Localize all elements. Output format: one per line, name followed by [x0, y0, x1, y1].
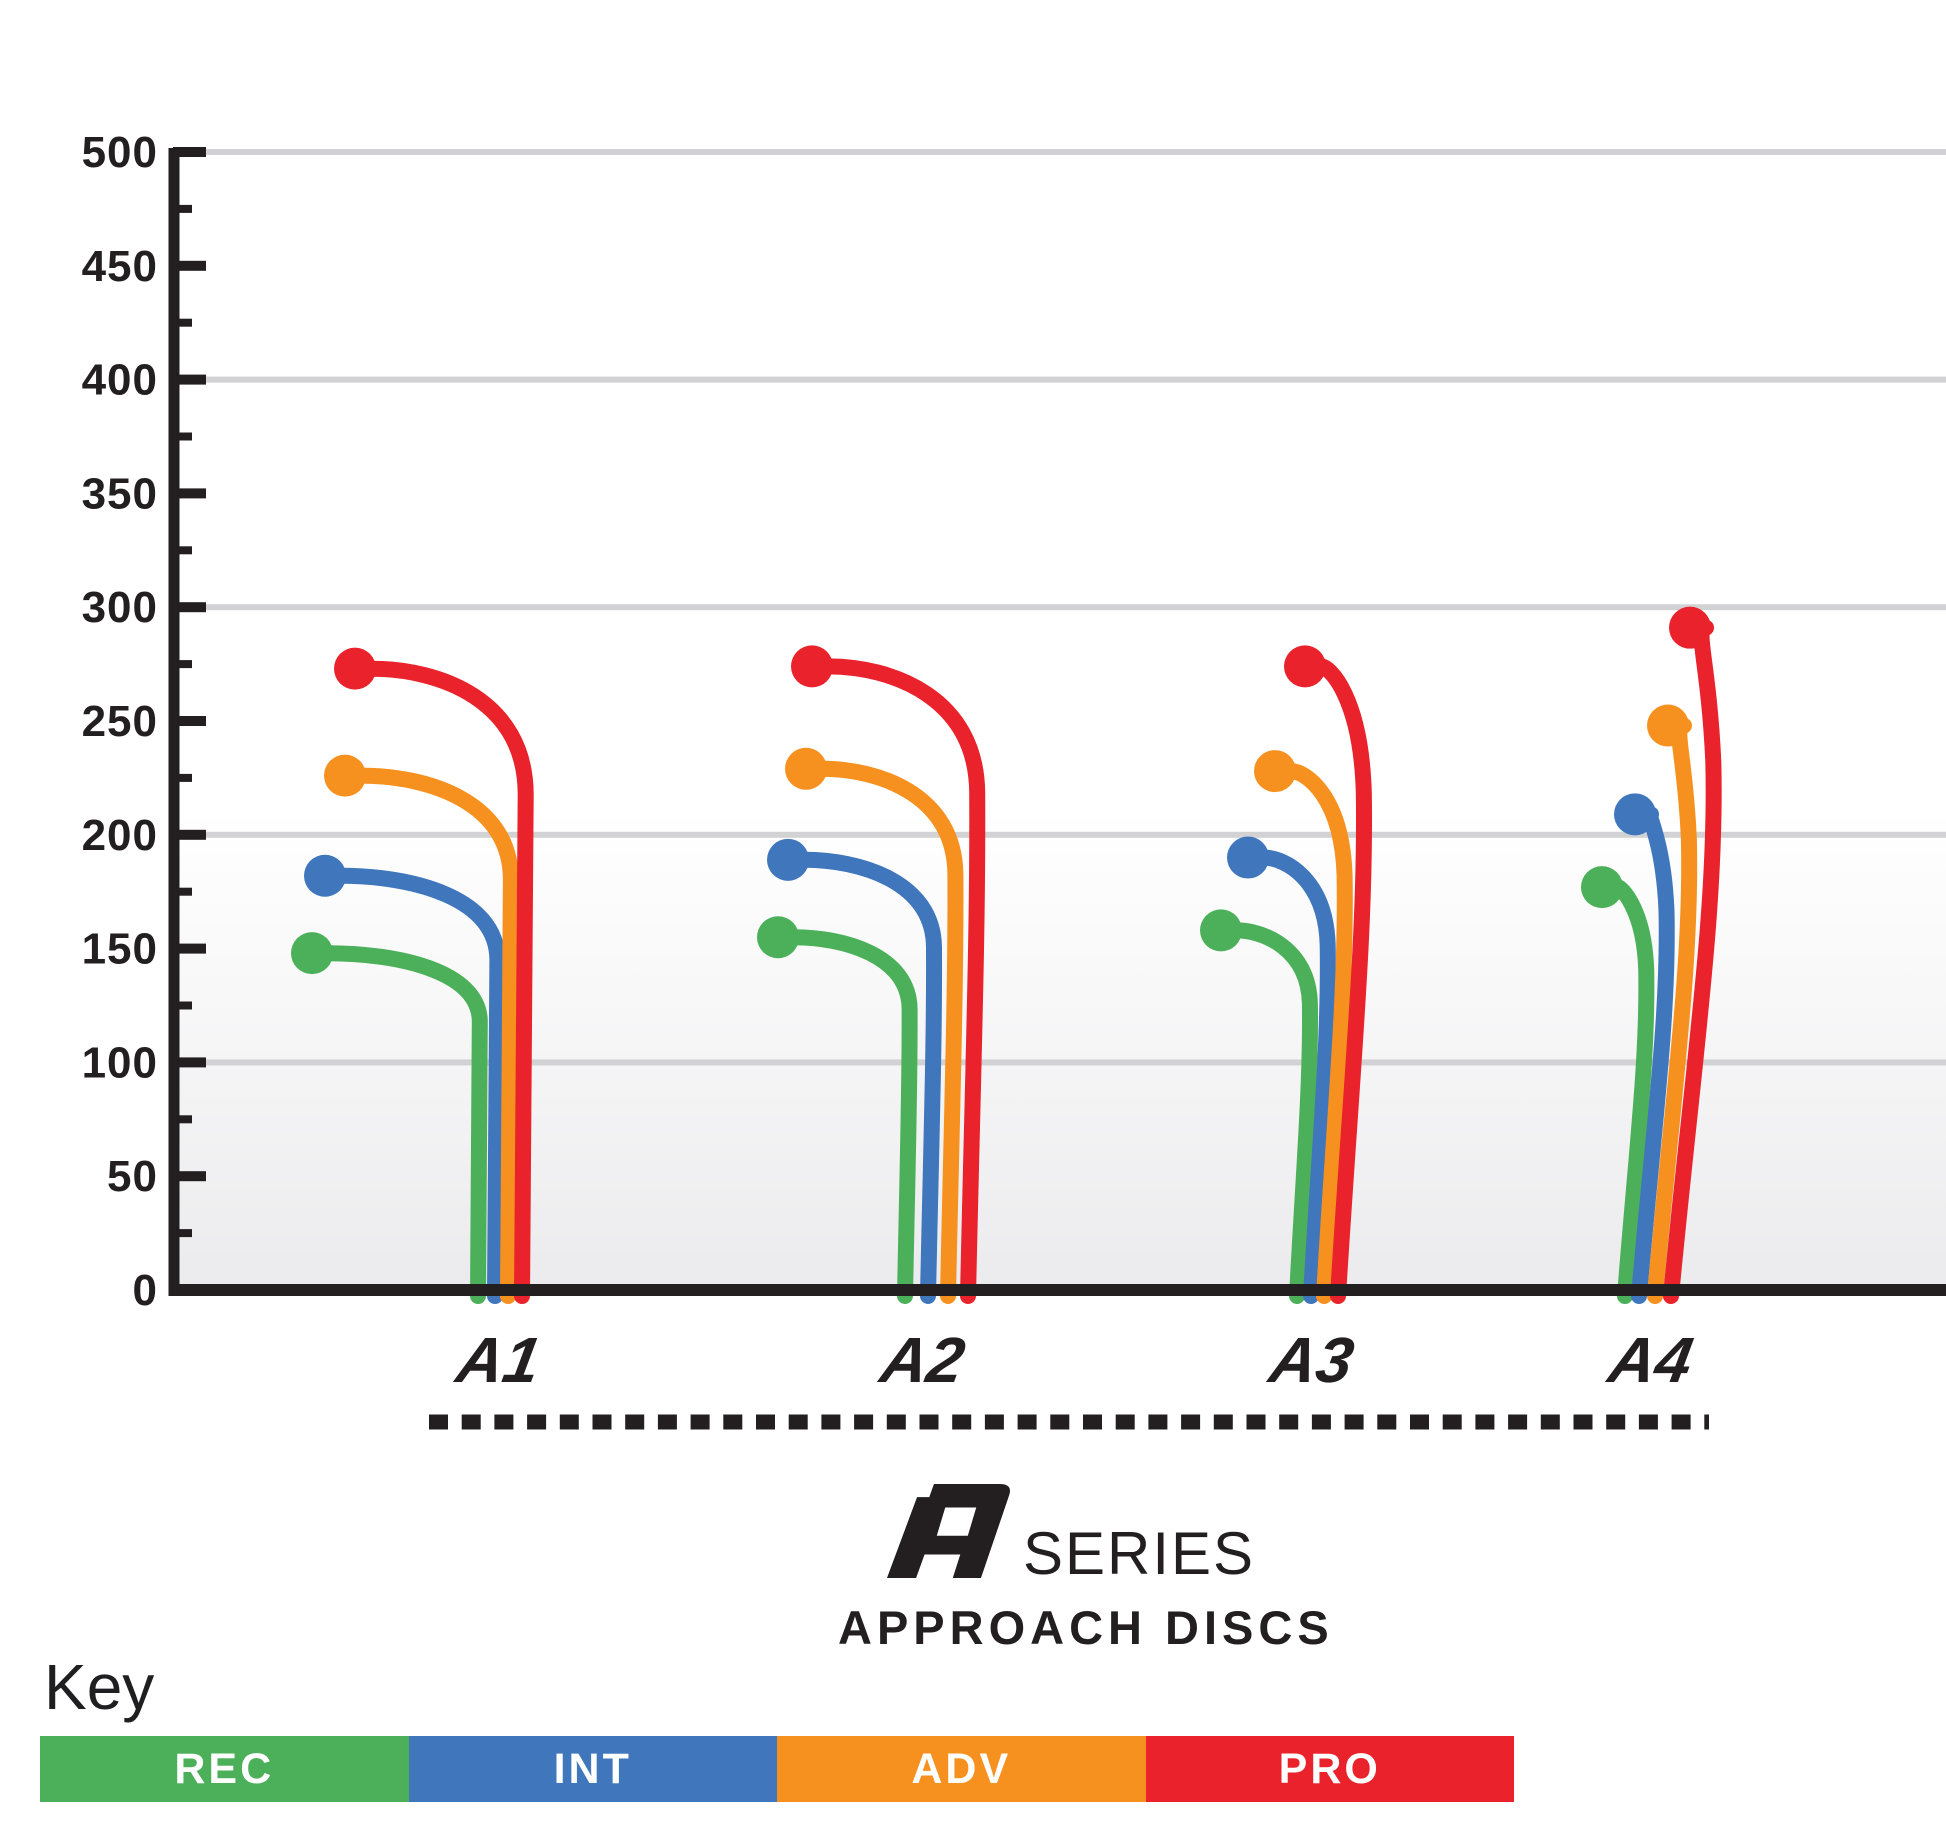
y-minor-tick-225 — [173, 773, 192, 782]
flight-path-A2-INT — [796, 851, 943, 1304]
legend-bar: REC INT ADV PRO — [40, 1736, 1514, 1802]
landing-dot-A3-ADV — [1254, 750, 1296, 793]
x-label-A1: A1 — [450, 1324, 546, 1395]
gridline-100 — [206, 1059, 1946, 1066]
flight-path-A2-PRO — [820, 658, 986, 1304]
y-minor-tick-275 — [173, 660, 192, 669]
flight-path-A3-PRO — [1313, 658, 1373, 1304]
y-tick-label-100: 100 — [82, 1038, 158, 1087]
landing-dot-A3-PRO — [1284, 645, 1326, 688]
flight-path-A2-ADV — [814, 760, 964, 1304]
y-minor-tick-25 — [173, 1229, 192, 1238]
landing-dot-A3-REC — [1200, 909, 1242, 952]
y-tick-label-350: 350 — [82, 469, 158, 518]
y-major-tick-150 — [173, 943, 206, 954]
flight-path-A4-PRO — [1663, 619, 1722, 1304]
y-tick-label-0: 0 — [133, 1266, 158, 1315]
x-label-A4: A4 — [1602, 1324, 1698, 1395]
x-label-A2: A2 — [874, 1324, 971, 1395]
y-minor-tick-425 — [173, 318, 192, 327]
y-tick-label-450: 450 — [82, 242, 158, 291]
y-major-tick-100 — [173, 1057, 206, 1068]
gridline-400 — [206, 376, 1946, 383]
gridline-200 — [206, 831, 1946, 838]
gridline-500 — [206, 149, 1946, 155]
x-label-group-A2: A2 — [874, 1324, 971, 1395]
flight-path-A3-ADV — [1283, 763, 1353, 1304]
landing-dot-A4-INT — [1614, 793, 1656, 836]
flight-path-A2-REC — [786, 929, 918, 1304]
x-label-group-A3: A3 — [1263, 1324, 1360, 1395]
series-subtitle: APPROACH DISCS — [838, 1601, 1334, 1654]
y-minor-tick-325 — [173, 546, 192, 555]
y-major-tick-450 — [173, 260, 206, 271]
x-label-group-A4: A4 — [1602, 1324, 1698, 1395]
legend-segment-pro: PRO — [1145, 1736, 1514, 1802]
landing-dot-A4-PRO — [1669, 606, 1711, 649]
legend-segment-label: REC — [174, 1744, 275, 1793]
landing-dot-A1-PRO — [334, 647, 376, 690]
y-major-tick-200 — [173, 829, 206, 840]
series-title-block: SERIES APPROACH DISCS — [838, 1482, 1334, 1655]
y-minor-tick-375 — [173, 432, 192, 441]
y-major-tick-500 — [173, 147, 206, 157]
landing-dot-A4-ADV — [1647, 704, 1689, 747]
y-tick-label-400: 400 — [82, 356, 158, 405]
flight-path-A1-PRO — [363, 660, 534, 1304]
flight-path-A1-INT — [333, 867, 506, 1304]
landing-dot-A2-REC — [757, 916, 799, 959]
y-major-tick-0 — [173, 1285, 206, 1295]
landing-dot-A2-ADV — [785, 747, 827, 790]
legend-segment-label: PRO — [1278, 1744, 1381, 1793]
flight-path-A4-INT — [1631, 806, 1675, 1304]
landing-dot-A2-PRO — [791, 645, 833, 688]
y-tick-label-150: 150 — [82, 925, 158, 974]
landing-dot-A4-REC — [1581, 866, 1623, 909]
y-major-tick-350 — [173, 488, 206, 499]
y-tick-label-500: 500 — [82, 128, 158, 177]
a-series-logo-icon — [886, 1484, 1010, 1578]
flight-path-A4-ADV — [1647, 717, 1698, 1304]
x-label-A3: A3 — [1263, 1324, 1360, 1395]
flight-path-A1-ADV — [353, 767, 519, 1304]
landing-dot-A1-ADV — [324, 754, 366, 797]
legend-segment-rec: REC — [40, 1736, 409, 1802]
legend-segment-adv: ADV — [777, 1736, 1146, 1802]
flight-path-A1-REC — [320, 945, 488, 1304]
legend-segment-int: INT — [408, 1736, 777, 1802]
y-minor-tick-475 — [173, 204, 192, 213]
flight-path-A3-INT — [1256, 849, 1336, 1304]
legend-segment-label: ADV — [911, 1744, 1012, 1793]
y-minor-tick-125 — [173, 1001, 192, 1010]
landing-dot-A1-REC — [291, 932, 333, 975]
y-minor-tick-175 — [173, 887, 192, 896]
y-major-tick-300 — [173, 602, 206, 613]
series-title-row: SERIES — [838, 1482, 1302, 1587]
gridline-300 — [206, 604, 1946, 611]
flight-path-A3-REC — [1229, 922, 1319, 1304]
y-major-tick-400 — [173, 374, 206, 385]
y-tick-label-250: 250 — [82, 697, 158, 746]
landing-dot-A2-INT — [767, 838, 809, 881]
y-minor-tick-75 — [173, 1115, 192, 1124]
y-tick-label-50: 50 — [107, 1152, 158, 1201]
y-tick-label-200: 200 — [82, 811, 158, 860]
y-tick-label-300: 300 — [82, 583, 158, 632]
landing-dot-A3-INT — [1227, 836, 1269, 879]
x-axis-line — [168, 1284, 1946, 1296]
x-label-group-A1: A1 — [450, 1324, 546, 1395]
y-major-tick-250 — [173, 716, 206, 726]
series-title: SERIES — [1022, 1520, 1256, 1587]
landing-dot-A1-INT — [304, 854, 346, 897]
legend-segment-label: INT — [553, 1744, 632, 1793]
y-major-tick-50 — [173, 1171, 206, 1182]
flight-path-A4-REC — [1610, 879, 1655, 1304]
legend-title: Key — [44, 1651, 155, 1723]
